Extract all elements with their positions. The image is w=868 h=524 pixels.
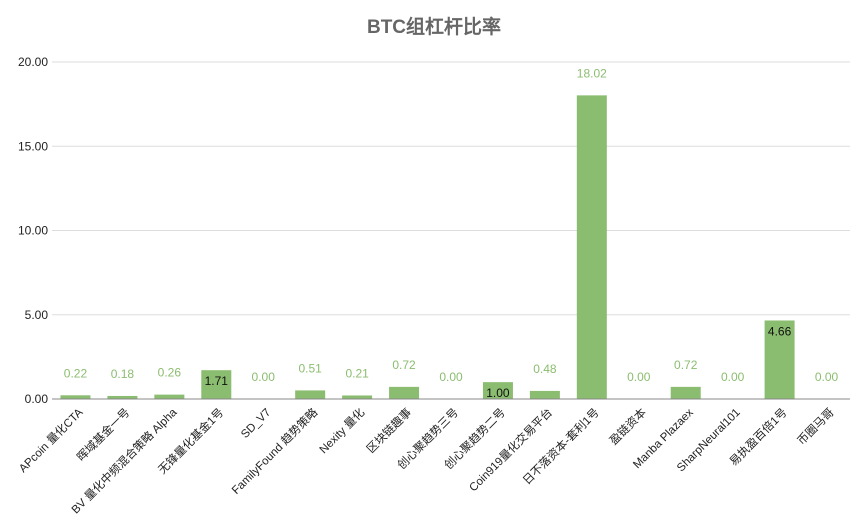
bar: [201, 370, 232, 399]
bar: [764, 320, 795, 399]
y-axis-ticks: 0.00 5.00 10.00 15.00 20.00: [18, 55, 48, 406]
data-label: 4.66: [768, 324, 792, 338]
bar: [107, 395, 138, 399]
data-label: 0.22: [64, 366, 88, 380]
data-label: 0.72: [392, 358, 416, 372]
data-labels: 0.22 0.18 0.26 1.71 0.00 0.51 0.21 0.72 0.00 1.00…: [64, 66, 839, 400]
x-category-label: Coin919量化交易平台: [466, 405, 555, 494]
x-category-label: 盈链资本: [606, 405, 649, 448]
y-tick-label: 10.00: [18, 224, 48, 238]
data-label: 0.26: [158, 366, 182, 380]
x-category-label: Nexity 量化: [316, 405, 367, 456]
data-label: 0.51: [298, 361, 322, 375]
data-label: 0.00: [627, 370, 651, 384]
x-category-label: APcoin 量化CTA: [16, 405, 86, 475]
y-tick-label: 0.00: [25, 392, 49, 406]
data-label: 18.02: [577, 66, 607, 80]
data-label: 0.72: [674, 358, 698, 372]
y-tick-label: 5.00: [25, 308, 49, 322]
data-label: 0.48: [533, 362, 557, 376]
chart-title: BTC组杠杆比率: [367, 15, 501, 38]
data-label: 0.00: [815, 370, 839, 384]
bar: [60, 395, 91, 399]
bars: [60, 95, 795, 399]
y-tick-label: 20.00: [18, 55, 48, 69]
x-category-label: SD_V7: [239, 407, 273, 441]
y-tick-label: 15.00: [18, 139, 48, 153]
bar: [529, 390, 560, 399]
x-category-label: 日不落资本-套利1号: [520, 405, 602, 487]
data-label: 0.21: [345, 366, 369, 380]
data-label: 0.00: [721, 370, 745, 384]
data-label: 1.71: [205, 374, 229, 388]
bar: [482, 382, 513, 399]
bar: [342, 395, 373, 399]
data-label: 0.18: [111, 367, 135, 381]
bar: [154, 394, 185, 399]
x-category-label: 区块链趣事: [364, 405, 415, 456]
x-category-label: 币圈马哥: [795, 406, 837, 448]
bar: [576, 95, 607, 399]
data-label: 1.00: [486, 386, 510, 400]
data-label: 0.00: [439, 370, 463, 384]
x-category-label: FamilyFound 趋势策略: [229, 405, 321, 497]
bar: [670, 386, 701, 399]
bar: [389, 386, 420, 399]
gridlines: [52, 61, 850, 316]
bar: [295, 390, 326, 399]
data-label: 0.00: [252, 370, 276, 384]
